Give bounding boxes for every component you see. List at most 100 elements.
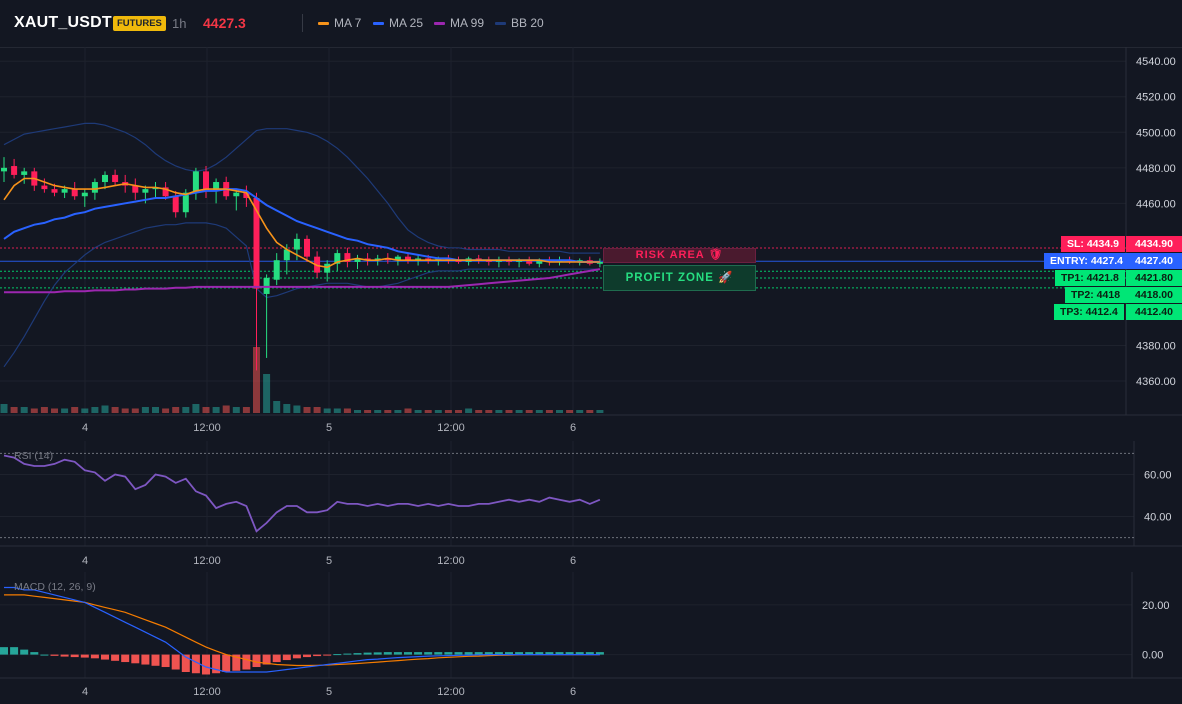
legend-ma25[interactable]: MA 25 (373, 16, 423, 30)
candle-body (304, 238, 310, 257)
tp3-axis-text: 4412.40 (1135, 306, 1173, 318)
ma7-swatch (318, 22, 329, 26)
symbol-name[interactable]: XAUT_USDT (14, 14, 112, 31)
macd-histogram-bar (393, 652, 402, 655)
y-tick-label: 4460.00 (1136, 198, 1176, 210)
candle-body (81, 192, 88, 197)
volume-bar (192, 404, 200, 413)
tp3-axis-label: 4412.40 (1126, 304, 1182, 320)
candle-body (384, 258, 391, 261)
macd-histogram-bar (484, 652, 493, 655)
x-tick-label: 12:00 (437, 686, 465, 698)
candle-body (21, 171, 28, 175)
macd-histogram-bar (80, 654, 89, 658)
candle-body (1, 167, 7, 172)
macd-histogram-bar (101, 654, 109, 660)
candle-body (112, 174, 119, 183)
entry-axis-text: 4427.40 (1135, 255, 1173, 267)
volume-bar (424, 410, 432, 413)
macd-histogram-bar (60, 654, 69, 657)
volume-bar (354, 410, 361, 413)
last-price: 4427.3 (203, 15, 246, 31)
candle-body (102, 174, 108, 183)
volume-bar (384, 410, 392, 413)
candle-body (344, 253, 351, 262)
candle-body (354, 258, 361, 262)
volume-bar (303, 407, 311, 413)
macd-histogram-bar (0, 647, 8, 655)
x-tick-label: 4 (82, 686, 88, 698)
tp1-axis-text: 4421.80 (1135, 272, 1173, 284)
tp3-tag-text: TP3: 4412.4 (1060, 306, 1118, 318)
ma99-swatch (434, 22, 445, 26)
candle-body (182, 192, 189, 213)
tp1-tag-text: TP1: 4421.8 (1061, 272, 1119, 284)
volume-bar (263, 374, 271, 413)
macd-histogram-bar (434, 652, 443, 655)
macd-histogram-bar (212, 654, 221, 674)
macd-histogram-bar (191, 654, 200, 674)
volume-bar (182, 407, 190, 413)
price-chart[interactable]: 4540.00 4520.00 4500.00 4480.00 4460.00 4380.… (0, 47, 1182, 441)
macd-histogram-bar (222, 654, 231, 672)
x-tick-label: 4 (82, 555, 88, 567)
volume-bar (434, 410, 442, 413)
volume-bar (394, 410, 402, 413)
volume-bar (293, 405, 301, 413)
macd-histogram-bar (464, 652, 473, 655)
volume-bar (343, 408, 351, 413)
macd-histogram-bar (70, 654, 79, 658)
macd-line (4, 586, 600, 673)
candle-body (71, 189, 78, 197)
macd-histogram-bar (333, 654, 342, 656)
y-tick-label: 60.00 (1144, 469, 1172, 481)
volume-bar (202, 407, 210, 413)
x-tick-label: 6 (570, 686, 576, 698)
macd-histogram-bar (565, 652, 574, 655)
macd-histogram-bar (10, 647, 19, 655)
volume-bar (556, 410, 563, 413)
sl-axis-label: 4434.90 (1126, 236, 1182, 252)
volume-bar (212, 407, 220, 413)
volume-bar (505, 410, 513, 413)
rsi-pane[interactable]: 60.00 40.00 4 12:00 5 12:00 6 RSI (14) (0, 441, 1182, 572)
macd-histogram-bar (474, 652, 483, 655)
volume-bar (172, 407, 180, 413)
candle-body (11, 166, 18, 175)
volume-bar (242, 407, 250, 413)
macd-histogram-bar (141, 654, 150, 665)
volume-bar (131, 408, 139, 413)
volume-bar (162, 408, 170, 413)
volume-bar (51, 408, 58, 413)
macd-histogram-bar (131, 654, 140, 664)
volume-bar (545, 410, 553, 413)
macd-pane[interactable]: 20.00 0.00 4 12:00 5 12:00 6 MACD (12, 26, 9) (0, 572, 1182, 704)
macd-histogram-bar (585, 652, 594, 655)
legend-ma7-label: MA 7 (334, 16, 362, 30)
candle-body (324, 263, 331, 273)
candle-body (61, 189, 68, 193)
x-tick-label: 12:00 (437, 422, 465, 434)
macd-histogram-bar (353, 653, 362, 655)
tp3-price-tag: TP3: 4412.4 (1054, 304, 1124, 320)
macd-histogram-bar (444, 652, 453, 655)
volume-bar (323, 408, 331, 413)
x-tick-label: 6 (570, 555, 576, 567)
volume-bar (414, 410, 422, 413)
timeframe-label[interactable]: 1h (172, 16, 187, 31)
legend-bb20[interactable]: BB 20 (495, 16, 544, 30)
candle-body (526, 260, 533, 264)
macd-histogram-bar (545, 652, 554, 655)
bb-upper-line (3, 122, 600, 254)
legend-ma7[interactable]: MA 7 (318, 16, 361, 30)
legend-ma99[interactable]: MA 99 (434, 16, 484, 30)
entry-tag-text: ENTRY: 4427.4 (1050, 255, 1123, 267)
candle-body (152, 187, 159, 190)
macd-histogram-bar (555, 652, 564, 655)
macd-title: MACD (12, 26, 9) (14, 581, 96, 593)
volume-bar (111, 407, 119, 413)
y-tick-label: 4520.00 (1136, 92, 1176, 104)
candle-body (41, 185, 48, 190)
tp2-price-tag: TP2: 4418 (1065, 287, 1127, 303)
macd-histogram-bar (242, 654, 251, 670)
